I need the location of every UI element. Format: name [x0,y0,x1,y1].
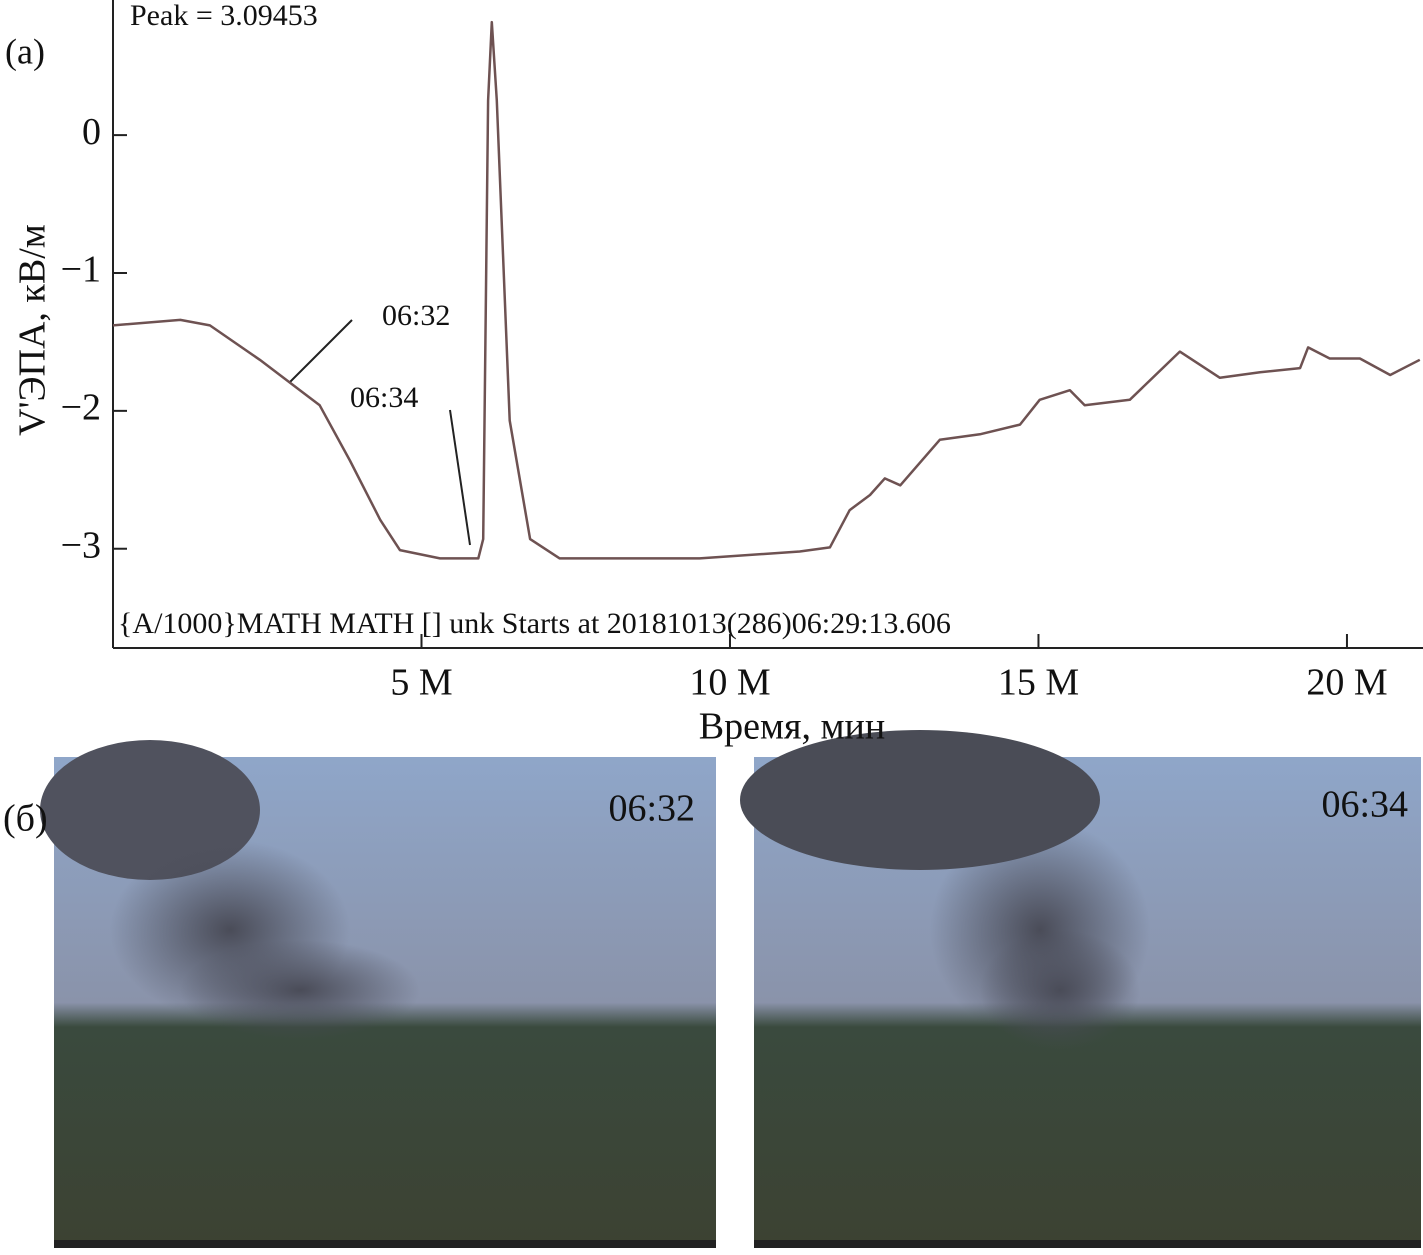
panel-label: (б) [3,798,48,840]
photo-time: 06:32 [608,788,695,830]
annotation: {A/1000}MATH MATH [] unk Starts at 20181… [118,607,951,640]
arrow [289,319,353,383]
x-axis-label: Время, мин [699,706,885,748]
data-line [112,20,1421,560]
photo-time: 06:34 [1321,784,1408,826]
arrow [449,409,471,546]
y-tick-label: −1 [61,249,101,291]
y-tick-label: 0 [82,111,101,153]
annotation: Peak = 3.09453 [130,0,318,32]
photo-2 [740,730,1421,1248]
annotation: 06:32 [382,299,450,332]
panel-label: (a) [5,31,45,71]
y-tick-label: −3 [61,524,101,566]
y-tick-label: −2 [61,387,101,429]
x-tick-label: 5 M [390,662,452,704]
x-tick-label: 20 M [1306,662,1387,704]
photo-1 [40,740,716,1248]
y-axis-label: V'ЭПА, кВ/м [12,224,54,436]
x-tick-label: 15 M [998,662,1079,704]
x-tick-label: 10 M [689,662,770,704]
annotation: 06:34 [350,381,418,414]
